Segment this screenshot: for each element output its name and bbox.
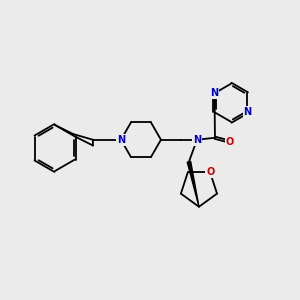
Text: O: O [206, 167, 214, 177]
Text: N: N [210, 88, 219, 98]
Text: N: N [117, 135, 125, 145]
Text: N: N [243, 107, 251, 117]
Text: N: N [193, 135, 201, 145]
Polygon shape [187, 161, 199, 207]
Text: O: O [226, 137, 234, 147]
